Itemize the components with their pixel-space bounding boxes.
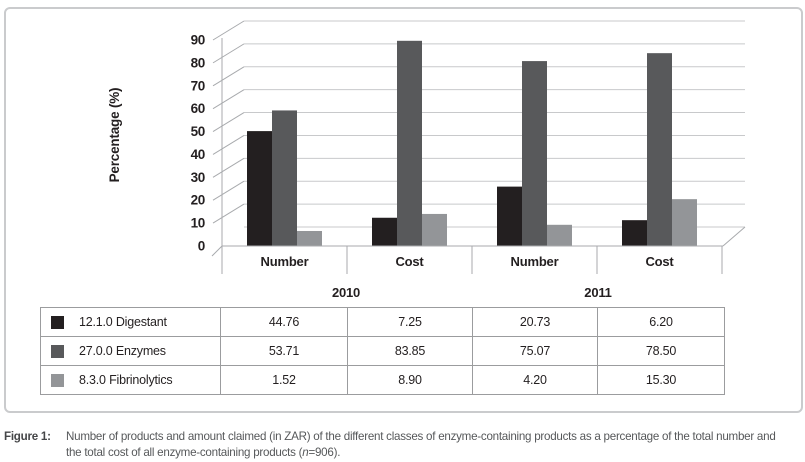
y-tick-label: 50 <box>191 124 205 139</box>
legend-cell: 12.1.0 Digestant <box>40 307 221 337</box>
value-cell: 83.85 <box>347 336 473 366</box>
floor-right-diagonal <box>722 226 746 247</box>
tick-diagonal <box>212 157 245 178</box>
y-tick-label: 20 <box>191 193 205 208</box>
y-tick-label: 40 <box>191 147 205 162</box>
value-cell: 20.73 <box>472 307 598 337</box>
legend-swatch <box>51 315 64 329</box>
caption-n-italic: n <box>302 445 309 459</box>
bar <box>672 199 697 246</box>
x-category-label: Cost <box>395 254 424 269</box>
value-cell: 53.71 <box>220 336 348 366</box>
y-tick-label: 80 <box>191 55 205 70</box>
table-row: 12.1.0 Digestant 44.76 7.25 20.73 6.20 <box>40 307 725 337</box>
legend-swatch <box>51 373 64 387</box>
legend-series-name: 27.0.0 Enzymes <box>79 344 166 358</box>
y-tick-label: 0 <box>198 239 205 254</box>
bar <box>272 110 297 246</box>
figure-caption-text: Number of products and amount claimed (i… <box>66 429 776 460</box>
caption-line-1: Number of products and amount claimed (i… <box>66 430 776 443</box>
value-cell: 8.90 <box>347 365 473 395</box>
legend-entry: 12.1.0 Digestant <box>41 315 220 329</box>
figure-caption-label: Figure 1: <box>4 430 51 443</box>
year-label: 2010 <box>332 285 360 300</box>
bar-chart: 0 10 20 30 40 50 60 70 80 90 Number Cost Number Cost 2… <box>107 20 746 300</box>
bar <box>297 230 322 246</box>
bar <box>522 61 547 246</box>
y-tick-label: 30 <box>191 170 205 185</box>
bar <box>647 53 672 246</box>
value-cell: 75.07 <box>472 336 598 366</box>
tick-diagonal <box>212 180 245 201</box>
bar <box>372 217 397 246</box>
y-tick-label: 10 <box>191 216 205 231</box>
legend-entry: 27.0.0 Enzymes <box>41 344 220 358</box>
bar <box>622 220 647 246</box>
tick-diagonal <box>212 20 245 41</box>
caption-line-2-end: =906). <box>308 445 341 459</box>
legend-series-name: 12.1.0 Digestant <box>79 315 167 329</box>
tick-diagonal <box>212 66 245 87</box>
caption-line-2: the total cost of all enzyme-containing … <box>66 445 303 459</box>
tick-diagonal-zero <box>211 245 223 257</box>
y-tick-label: 90 <box>191 32 205 47</box>
bar <box>547 224 572 246</box>
value-cell: 6.20 <box>597 307 725 337</box>
legend-cell: 8.3.0 Fibrinolytics <box>40 365 221 395</box>
x-category-label: Number <box>261 254 309 269</box>
bar <box>422 213 447 246</box>
tick-diagonal <box>212 43 245 64</box>
x-category-label: Number <box>511 254 559 269</box>
chart-data-table: 12.1.0 Digestant 44.76 7.25 20.73 6.20 27.0.0… <box>40 307 725 395</box>
tick-diagonal <box>212 135 245 155</box>
legend-entry: 8.3.0 Fibrinolytics <box>41 373 220 387</box>
tick-diagonal <box>212 203 245 224</box>
legend-swatch <box>51 344 64 358</box>
tick-diagonal <box>212 89 245 110</box>
table-row: 8.3.0 Fibrinolytics 1.52 8.90 4.20 15.30 <box>40 365 725 395</box>
bar <box>497 186 522 246</box>
value-cell: 1.52 <box>220 365 348 395</box>
y-axis-title: Percentage (%) <box>107 88 122 183</box>
value-cell: 44.76 <box>220 307 348 337</box>
legend-cell: 27.0.0 Enzymes <box>40 336 221 366</box>
bar <box>397 40 422 246</box>
table-row: 27.0.0 Enzymes 53.71 83.85 75.07 78.50 <box>40 336 725 366</box>
y-tick-label: 60 <box>191 101 205 116</box>
value-cell: 78.50 <box>597 336 725 366</box>
bar <box>247 131 272 246</box>
y-tick-label: 70 <box>191 78 205 93</box>
x-category-label: Cost <box>645 254 674 269</box>
tick-diagonal <box>212 112 245 132</box>
year-label: 2011 <box>584 285 611 300</box>
legend-series-name: 8.3.0 Fibrinolytics <box>79 373 173 387</box>
value-cell: 4.20 <box>472 365 598 395</box>
value-cell: 7.25 <box>347 307 473 337</box>
value-cell: 15.30 <box>597 365 725 395</box>
